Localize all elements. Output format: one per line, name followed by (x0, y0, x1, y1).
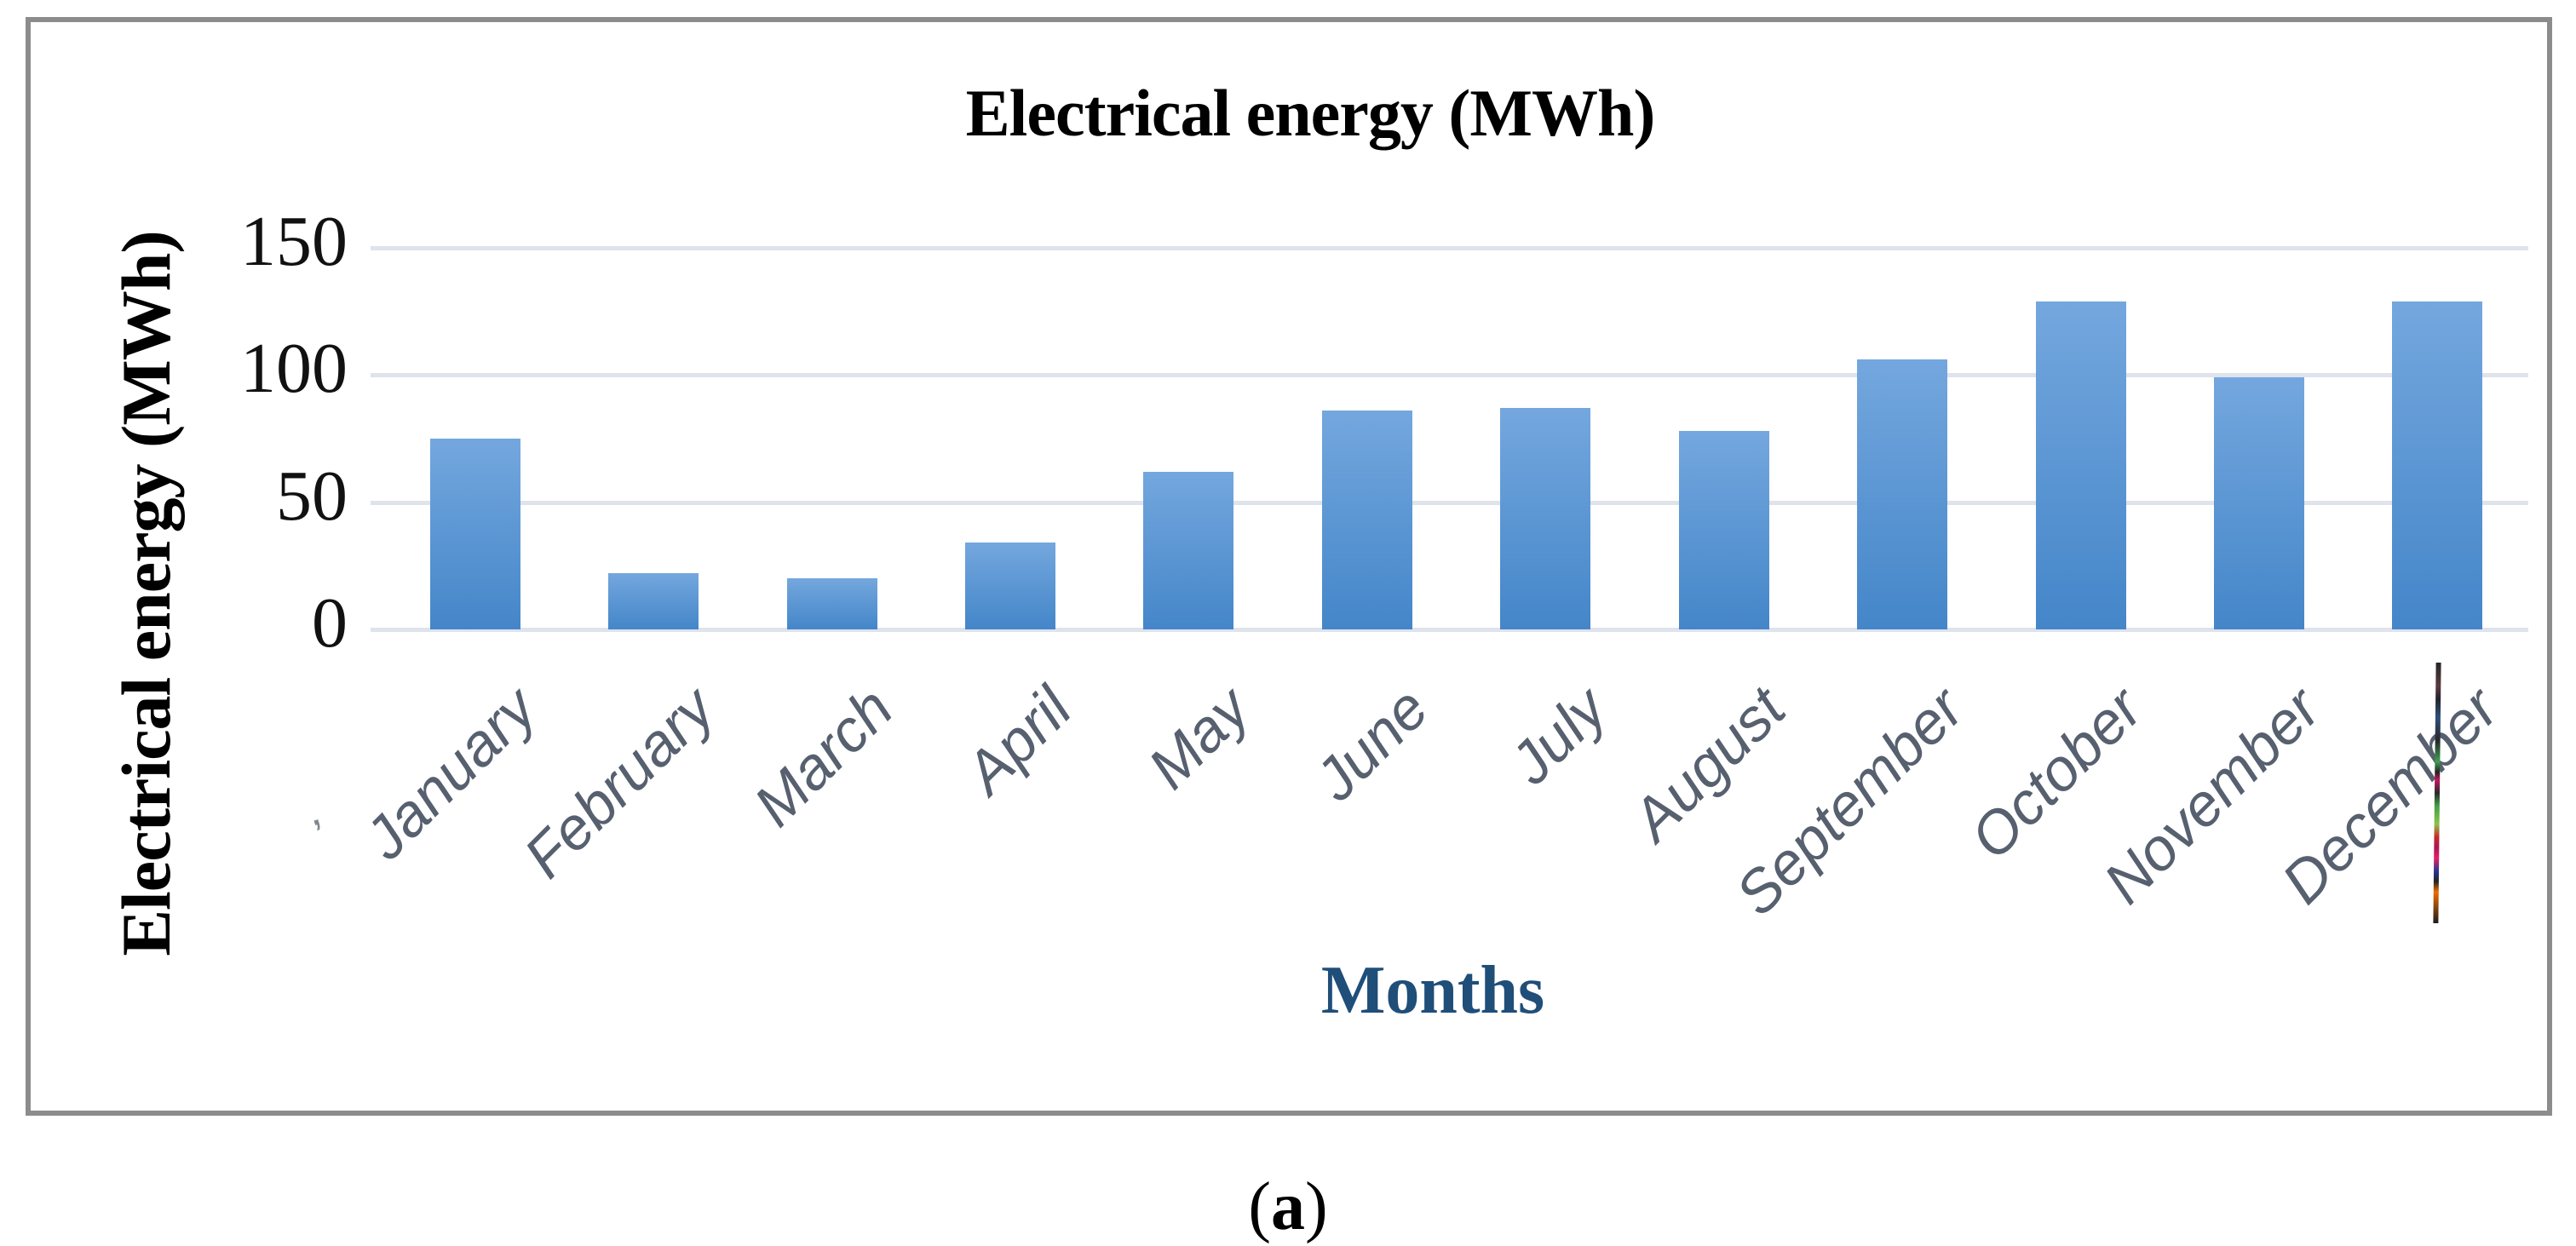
figure-caption: (a) (1248, 1168, 1327, 1246)
y-tick-150: 150 (240, 202, 348, 281)
bars-row: January February March April May June July Augu… (352, 248, 2527, 927)
bar-october (2035, 301, 2126, 629)
bar-slot-december: December (2269, 248, 2527, 916)
bar-august (1678, 431, 1769, 629)
caption-paren-open: ( (1248, 1169, 1271, 1244)
chart-title: Electrical energy (MWh) (965, 76, 1656, 150)
gridline-100 (371, 373, 2528, 377)
bar-slot-october: October (1958, 248, 2170, 871)
bar-slot-february: February (511, 248, 742, 890)
y-tick-50: 50 (276, 456, 348, 536)
bar-march (786, 578, 877, 629)
bar-june (1321, 411, 1412, 629)
bar-may (1143, 472, 1234, 629)
caption-paren-close: ) (1305, 1169, 1328, 1244)
bar-september (1857, 359, 1948, 629)
bar-april (964, 543, 1055, 629)
gridline-50 (371, 501, 2528, 505)
caption-letter: a (1271, 1169, 1305, 1244)
bar-slot-april: April (921, 248, 1099, 806)
bar-november (2213, 377, 2304, 629)
bar-slot-november: November (2091, 248, 2348, 916)
bar-slot-may: May (1100, 248, 1278, 801)
gridline-150 (371, 246, 2528, 250)
bar-slot-june: June (1278, 248, 1456, 813)
bar-slot-january: January (352, 248, 564, 871)
bar-slot-july: July (1457, 248, 1635, 796)
bar-january (429, 439, 520, 629)
x-axis-title: Months (1320, 953, 1545, 1028)
bar-july (1500, 408, 1591, 629)
bar-february (608, 573, 699, 629)
gridline-0-baseline (371, 628, 2528, 632)
plot-area: January February March April May June July Augu… (352, 246, 2528, 927)
y-tick-0: 0 (312, 583, 348, 663)
bar-slot-september: September (1722, 248, 1991, 927)
bar-slot-august: August (1619, 248, 1813, 853)
bar-slot-march: March (741, 248, 921, 839)
y-tick-100: 100 (240, 329, 348, 408)
bar-december (2392, 301, 2483, 629)
